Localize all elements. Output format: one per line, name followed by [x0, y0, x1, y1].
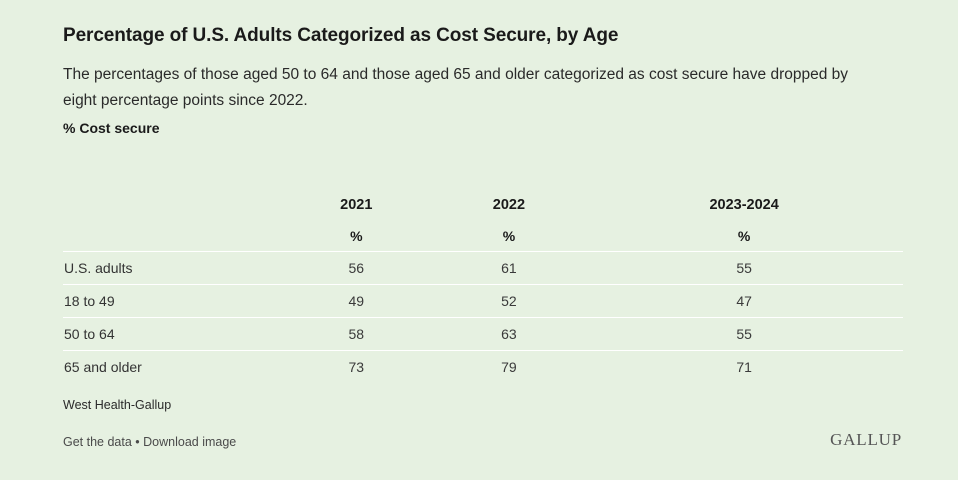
table-cell-value: 56 — [280, 251, 433, 285]
table-cell-value: 71 — [585, 350, 903, 383]
table-cell-value: 52 — [432, 284, 586, 318]
link-separator: • — [131, 435, 144, 449]
table-cell-value: 47 — [585, 284, 903, 318]
source-note: West Health-Gallup — [63, 398, 172, 412]
column-header-year: 2022 — [492, 197, 526, 213]
chart-container: Percentage of U.S. Adults Categorized as… — [63, 24, 903, 383]
row-label: U.S. adults — [63, 251, 280, 285]
table-cell-value: 61 — [432, 251, 586, 285]
column-unit: % — [502, 228, 516, 244]
header-row-units: % % % — [63, 221, 903, 252]
table-cell-value: 49 — [280, 284, 433, 318]
chart-subtitle: The percentages of those aged 50 to 64 a… — [63, 66, 849, 109]
column-header-year: 2023-2024 — [709, 197, 779, 213]
row-label: 50 to 64 — [63, 317, 280, 351]
table-row: U.S. adults 56 61 55 — [63, 251, 903, 285]
row-label: 65 and older — [63, 350, 280, 383]
column-unit: % — [737, 228, 751, 244]
get-data-link[interactable]: Get the data — [63, 435, 132, 449]
table-cell-value: 55 — [585, 251, 903, 285]
download-image-link[interactable]: Download image — [143, 435, 237, 449]
row-label: 18 to 49 — [63, 284, 280, 318]
table-cell-value: 63 — [432, 317, 586, 351]
table-cell-value: 73 — [280, 350, 433, 383]
gallup-logo: GALLUP — [830, 430, 902, 449]
table-row: 50 to 64 58 63 55 — [63, 317, 903, 351]
table-row: 18 to 49 49 52 47 — [63, 284, 903, 318]
table-cell-value: 79 — [432, 350, 586, 383]
table-cell-value: 55 — [585, 317, 903, 351]
unit-label: % Cost secure — [63, 120, 160, 136]
header-blank — [63, 221, 280, 252]
chart-title: Percentage of U.S. Adults Categorized as… — [63, 25, 619, 46]
column-header-year: 2021 — [340, 197, 373, 213]
table-row: 65 and older 73 79 71 — [63, 350, 903, 383]
data-table: 2021 2022 2023-2024 % % % U.S. adults 56… — [63, 182, 903, 383]
header-row-years: 2021 2022 2023-2024 — [63, 182, 903, 221]
header-blank — [63, 182, 280, 221]
footer-links: Get the data • Download image — [63, 435, 236, 449]
column-unit: % — [350, 228, 363, 244]
table-cell-value: 58 — [280, 317, 433, 351]
